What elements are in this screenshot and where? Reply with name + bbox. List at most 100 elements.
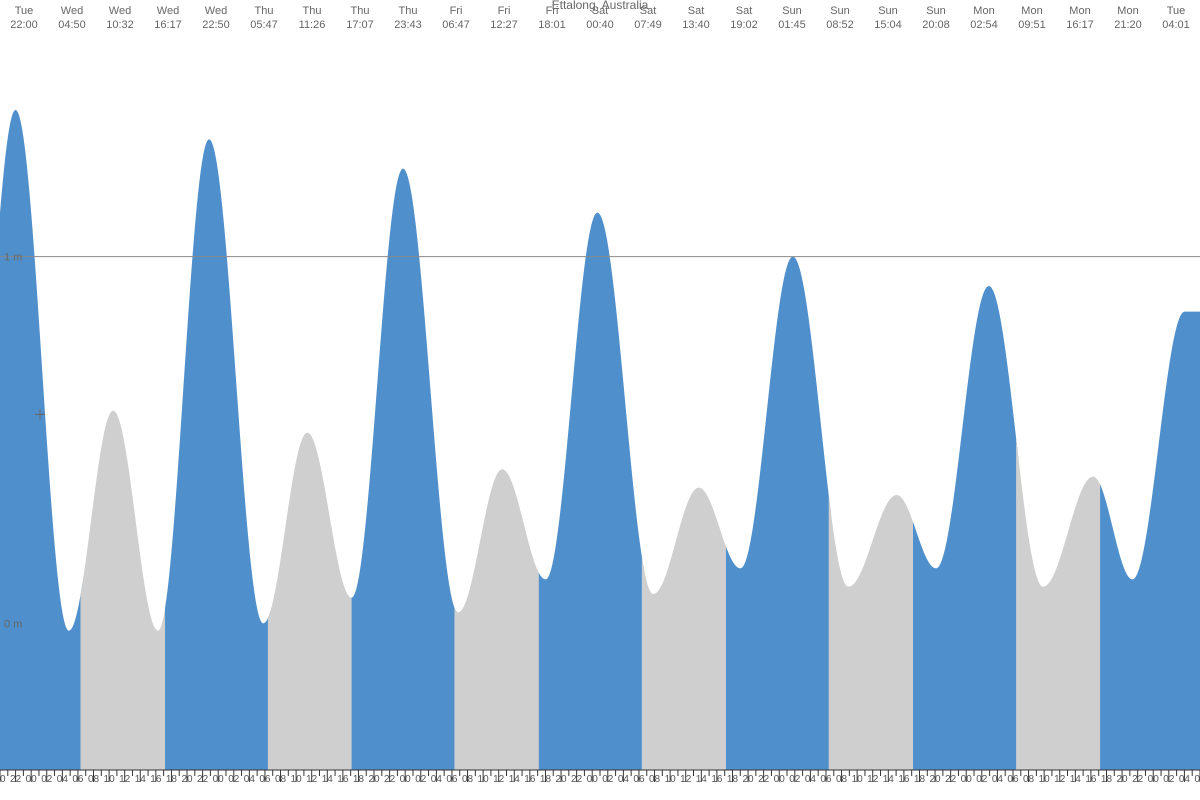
header-day: Wed	[109, 5, 131, 17]
x-tick-label: 00	[213, 774, 225, 785]
x-tick-label: 06	[72, 774, 84, 785]
x-tick-label: 12	[680, 774, 692, 785]
header-time: 00:40	[586, 19, 614, 31]
header-day: Mon	[1117, 5, 1138, 17]
x-tick-label: 22	[10, 774, 22, 785]
header-time: 11:26	[299, 19, 326, 31]
x-tick-label: 08	[275, 774, 287, 785]
x-tick-label: 12	[493, 774, 505, 785]
x-tick-label: 12	[867, 774, 879, 785]
header-time: 04:01	[1162, 19, 1190, 31]
x-tick-label: 00	[587, 774, 599, 785]
y-axis-label: 0 m	[4, 618, 22, 630]
header-time: 07:49	[634, 19, 662, 31]
header-time: 08:52	[826, 19, 854, 31]
x-tick-label: 02	[415, 774, 427, 785]
x-tick-label: 02	[1163, 774, 1175, 785]
x-tick-label: 08	[88, 774, 100, 785]
x-tick-label: 14	[696, 774, 708, 785]
x-tick-label: 02	[602, 774, 614, 785]
header-day: Sun	[830, 5, 850, 17]
x-tick-label: 22	[197, 774, 209, 785]
x-tick-label: 10	[1039, 774, 1051, 785]
header-day: Wed	[157, 5, 179, 17]
x-tick-label: 18	[353, 774, 365, 785]
x-tick-label: 22	[758, 774, 770, 785]
x-tick-label: 08	[462, 774, 474, 785]
x-tick-label: 12	[306, 774, 318, 785]
header-day: Mon	[1069, 5, 1090, 17]
header-day: Sat	[592, 5, 609, 17]
header-day: Sun	[878, 5, 898, 17]
header-day: Mon	[973, 5, 994, 17]
x-tick-label: 04	[805, 774, 817, 785]
x-tick-label: 16	[337, 774, 349, 785]
header-time: 16:17	[154, 19, 182, 31]
header-time: 16:17	[1066, 19, 1094, 31]
x-tick-label: 14	[509, 774, 521, 785]
header-day: Thu	[351, 5, 370, 17]
header-time: 22:50	[202, 19, 230, 31]
x-tick-label: 22	[384, 774, 396, 785]
x-tick-label: 08	[1023, 774, 1035, 785]
header-day: Sat	[736, 5, 753, 17]
x-tick-label: 12	[119, 774, 131, 785]
x-tick-label: 02	[228, 774, 240, 785]
header-time: 13:40	[682, 19, 710, 31]
header-time: 22:00	[10, 19, 38, 31]
header-time: 23:43	[394, 19, 422, 31]
x-tick-label: 04	[244, 774, 256, 785]
header-time: 20:08	[922, 19, 950, 31]
x-tick-label: 22	[1132, 774, 1144, 785]
x-tick-label: 04	[618, 774, 630, 785]
tide-area	[0, 110, 1200, 770]
header-day: Fri	[546, 5, 559, 17]
tide-chart-svg: 0 m1 m2022000204060810121416182022000204…	[0, 0, 1200, 800]
x-tick-label: 04	[57, 774, 69, 785]
x-tick-label: 10	[852, 774, 864, 785]
x-tick-label: 14	[1070, 774, 1082, 785]
x-tick-label: 16	[898, 774, 910, 785]
header-time: 12:27	[490, 19, 518, 31]
header-time: 04:50	[58, 19, 86, 31]
x-tick-label: 16	[711, 774, 723, 785]
x-tick-label: 02	[789, 774, 801, 785]
x-tick-label: 12	[1054, 774, 1066, 785]
header-time: 15:04	[874, 19, 902, 31]
x-tick-label: 16	[1085, 774, 1097, 785]
x-tick-label: 20	[0, 774, 6, 785]
x-tick-label: 10	[104, 774, 116, 785]
x-tick-label: 18	[1101, 774, 1113, 785]
header-day: Sat	[688, 5, 705, 17]
header-time: 17:07	[346, 19, 374, 31]
x-tick-label: 06	[820, 774, 832, 785]
x-tick-label: 08	[649, 774, 661, 785]
header-day: Tue	[1167, 5, 1186, 17]
header-day: Fri	[498, 5, 511, 17]
x-tick-label: 10	[665, 774, 677, 785]
header-time: 05:47	[250, 19, 278, 31]
header-day: Thu	[303, 5, 322, 17]
x-tick-label: 18	[727, 774, 739, 785]
x-tick-label: 06	[1007, 774, 1019, 785]
x-tick-label: 06	[259, 774, 271, 785]
x-tick-label: 00	[400, 774, 412, 785]
x-tick-label: 14	[883, 774, 895, 785]
x-tick-label: 18	[166, 774, 178, 785]
x-tick-label: 06	[1194, 774, 1200, 785]
header-time: 19:02	[730, 19, 758, 31]
header-day: Fri	[450, 5, 463, 17]
header-day: Wed	[205, 5, 227, 17]
x-tick-label: 00	[1148, 774, 1160, 785]
x-tick-label: 06	[633, 774, 645, 785]
x-tick-label: 20	[181, 774, 193, 785]
x-tick-label: 16	[150, 774, 162, 785]
x-tick-label: 20	[1117, 774, 1129, 785]
x-tick-label: 10	[291, 774, 303, 785]
header-day: Tue	[15, 5, 34, 17]
x-tick-label: 18	[540, 774, 552, 785]
header-time: 18:01	[538, 19, 566, 31]
header-time: 09:51	[1018, 19, 1046, 31]
x-tick-label: 14	[135, 774, 147, 785]
x-tick-label: 10	[478, 774, 490, 785]
